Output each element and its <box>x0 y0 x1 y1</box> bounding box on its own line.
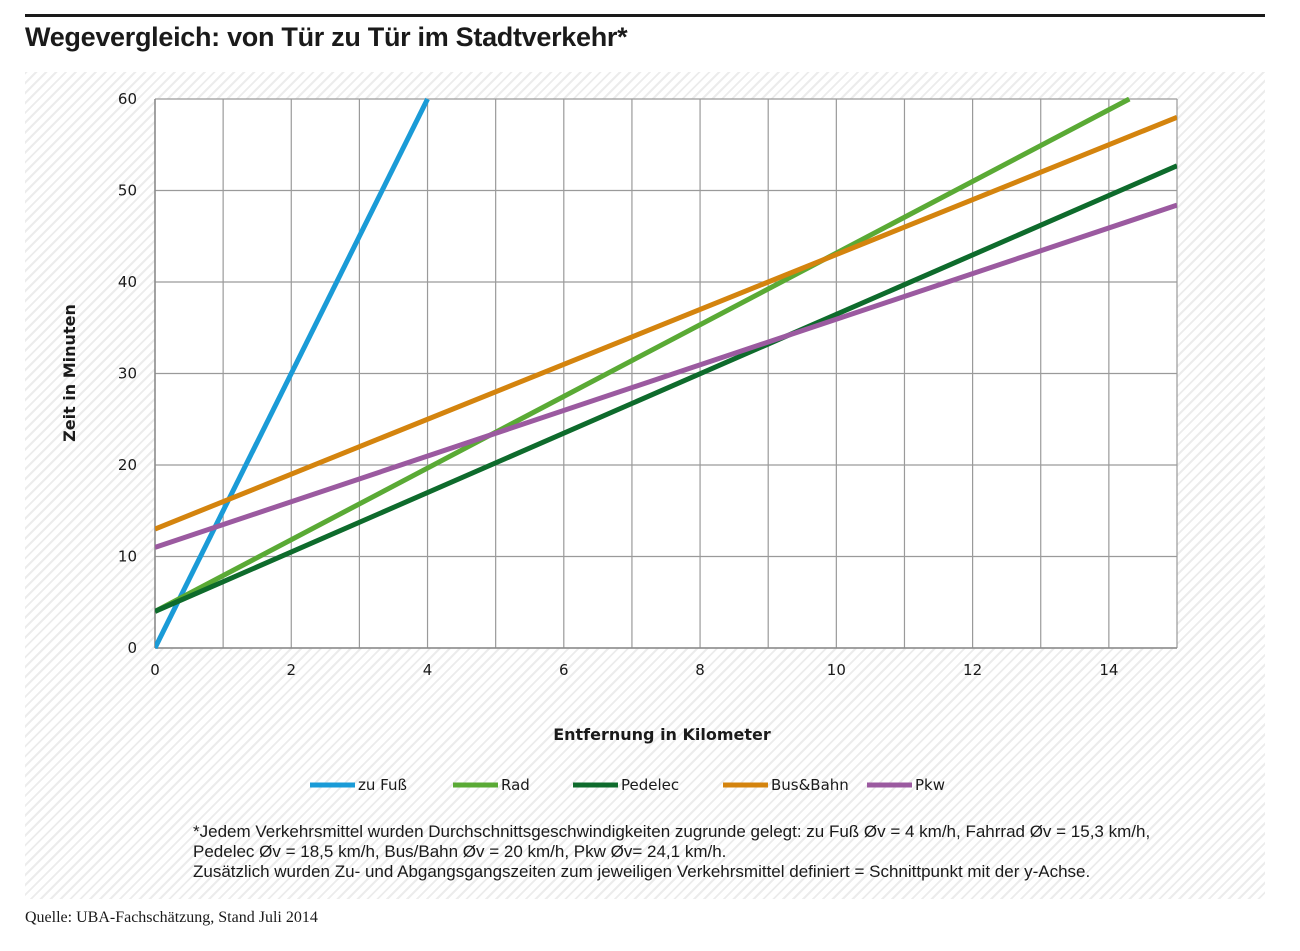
footnote: *Jedem Verkehrsmittel wurden Durchschnit… <box>193 822 1263 882</box>
x-axis-title: Entfernung in Kilometer <box>553 725 771 744</box>
x-tick-label: 14 <box>1099 661 1118 679</box>
chart-title: Wegevergleich: von Tür zu Tür im Stadtve… <box>25 22 628 52</box>
y-tick-label: 20 <box>118 456 137 474</box>
series-line <box>155 202 1177 550</box>
y-tick-label: 60 <box>118 90 137 108</box>
y-tick-label: 30 <box>118 365 137 383</box>
legend: zu Fuß Rad Pedelec Bus&Bahn Pkw <box>310 776 945 794</box>
line-chart: 0 2 4 6 8 10 12 14 0 10 20 30 40 50 60 Entfernung in K… <box>60 90 1178 794</box>
x-tick-label: 12 <box>963 661 982 679</box>
series-lines <box>155 97 1177 650</box>
top-rule <box>25 14 1265 17</box>
legend-label: zu Fuß <box>358 776 407 794</box>
x-tick-label: 0 <box>150 661 160 679</box>
axes <box>154 99 1177 649</box>
series-line <box>155 114 1177 532</box>
legend-label: Pkw <box>915 776 945 794</box>
source-note: Quelle: UBA-Fachschätzung, Stand Juli 20… <box>25 909 318 926</box>
x-tick-label: 6 <box>559 661 569 679</box>
x-tick-label: 4 <box>423 661 433 679</box>
x-tick-label: 10 <box>827 661 846 679</box>
chart-panel: 0 2 4 6 8 10 12 14 0 10 20 30 40 50 60 Entfernung in K… <box>25 72 1265 899</box>
y-tick-label: 10 <box>118 548 137 566</box>
tick-labels: 0 2 4 6 8 10 12 14 0 10 20 30 40 50 60 <box>118 90 1119 679</box>
y-tick-label: 40 <box>118 273 137 291</box>
footnote-line-2: Pedelec Øv = 18,5 km/h, Bus/Bahn Øv = 20… <box>193 842 727 861</box>
y-tick-label: 0 <box>127 639 137 657</box>
y-axis-title: Zeit in Minuten <box>60 304 79 442</box>
x-tick-label: 8 <box>695 661 705 679</box>
legend-label: Rad <box>501 776 530 794</box>
x-tick-label: 2 <box>286 661 296 679</box>
grid <box>154 98 1178 649</box>
legend-label: Pedelec <box>621 776 679 794</box>
legend-label: Bus&Bahn <box>771 776 849 794</box>
y-tick-label: 50 <box>118 182 137 200</box>
footnote-line-3: Zusätzlich wurden Zu- und Abgangsgangsze… <box>193 862 1091 881</box>
series-line <box>155 163 1177 614</box>
series-line <box>155 97 1131 614</box>
series-line <box>155 97 430 650</box>
footnote-line-1: *Jedem Verkehrsmittel wurden Durchschnit… <box>193 822 1151 841</box>
